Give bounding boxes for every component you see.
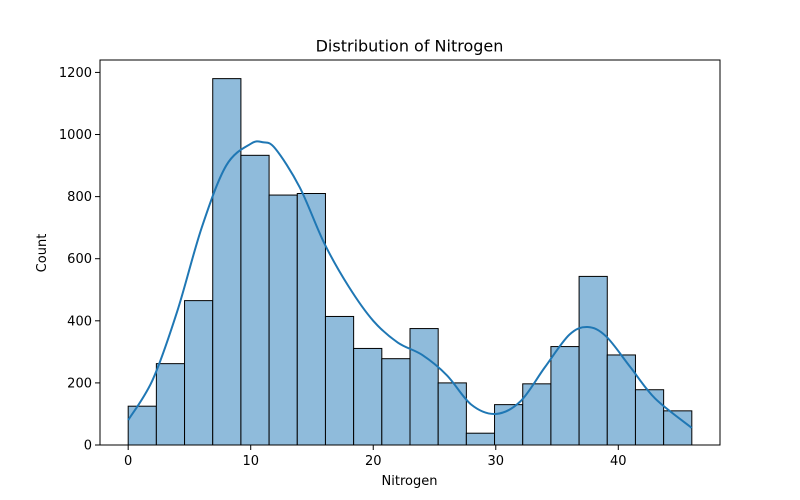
bars-group xyxy=(127,78,693,446)
histogram-bar-0 xyxy=(127,405,157,446)
y-tick-label: 800 xyxy=(67,190,92,205)
histogram-bar-9 xyxy=(381,358,411,446)
histogram-bar-3 xyxy=(212,78,242,446)
y-tick-label: 0 xyxy=(84,439,92,454)
x-tick-label: 20 xyxy=(365,454,382,469)
histogram-bar-6 xyxy=(296,193,326,446)
x-tick-label: 40 xyxy=(610,454,627,469)
histogram-bar-4 xyxy=(240,154,270,446)
y-tick-label: 1200 xyxy=(59,66,92,81)
x-tick-label: 10 xyxy=(242,454,259,469)
x-tick-label: 0 xyxy=(124,454,132,469)
x-axis: 0 10 20 30 40 xyxy=(124,445,627,469)
y-axis: 0 200 400 600 800 1000 1200 xyxy=(59,66,100,454)
plot-frame xyxy=(99,59,721,446)
kde-line xyxy=(127,140,693,429)
histogram-bar-2 xyxy=(184,300,214,446)
y-tick-label: 600 xyxy=(67,252,92,267)
histogram-bar-1 xyxy=(155,363,186,446)
y-tick-label: 400 xyxy=(67,314,92,329)
x-axis-label: Nitrogen xyxy=(382,474,438,489)
y-tick-label: 1000 xyxy=(59,128,92,143)
histogram-bar-18 xyxy=(634,389,665,446)
histogram-bar-11 xyxy=(437,382,467,446)
histogram-bar-7 xyxy=(324,315,355,446)
x-tick-label: 30 xyxy=(487,454,504,469)
histogram-bar-15 xyxy=(550,346,580,446)
histogram-bar-16 xyxy=(578,275,608,446)
chart-title: Distribution of Nitrogen xyxy=(316,37,504,56)
histogram-bar-10 xyxy=(409,328,439,446)
histogram-bar-12 xyxy=(465,432,496,446)
histogram-bar-13 xyxy=(494,404,524,446)
y-axis-label: Count xyxy=(35,234,50,273)
y-tick-label: 200 xyxy=(67,376,92,391)
histogram-bar-8 xyxy=(353,347,383,446)
histogram-bar-5 xyxy=(268,194,298,446)
